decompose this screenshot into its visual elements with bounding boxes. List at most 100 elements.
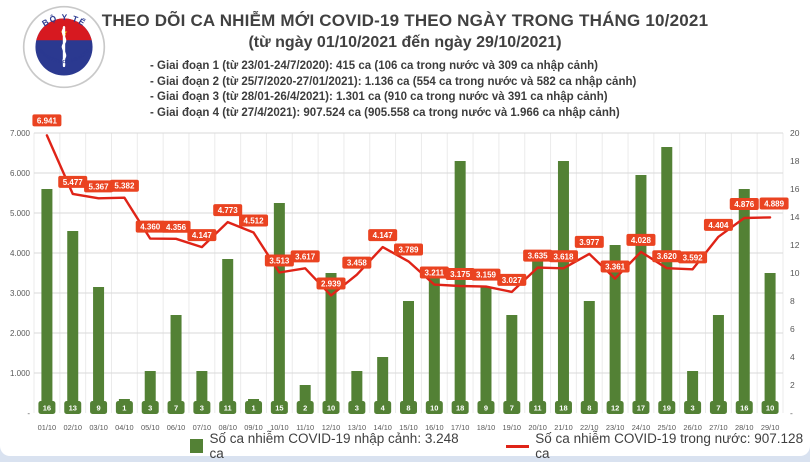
chart-subtitle: (từ ngày 01/10/2021 đến ngày 29/10/2021)	[248, 34, 562, 51]
bar-value-callout	[503, 401, 521, 414]
bar-08/10	[222, 259, 234, 413]
bar-value-label: 9	[96, 404, 100, 413]
bar-05/10	[144, 371, 156, 413]
bar-value-label: 12	[611, 404, 619, 413]
line-value-callout	[135, 220, 165, 233]
legend-item-domestic: Số ca nhiễm COVID-19 trong nước: 907.128…	[506, 431, 810, 461]
chart-title: THEO DÕI CA NHIỄM MỚI COVID-19 THEO NGÀY…	[101, 11, 709, 30]
line-value-callout	[626, 233, 656, 246]
line-value-callout	[109, 179, 139, 192]
bar-value-label: 18	[559, 404, 567, 413]
left-axis-tick-label: 2.000	[10, 329, 31, 338]
x-axis-date-label: 10/10	[270, 423, 289, 432]
bar-value-label: 8	[406, 404, 410, 413]
bar-value-callout	[606, 401, 624, 414]
bar-value-label: 4	[381, 404, 386, 413]
bar-value-label: 7	[716, 404, 720, 413]
line-value-callout	[58, 175, 88, 188]
bar-18/10	[480, 287, 492, 413]
bar-value-label: 3	[355, 404, 359, 413]
x-axis-date-label: 01/10	[38, 423, 57, 432]
line-value-label: 4.356	[166, 223, 187, 232]
line-value-label: 4.147	[192, 231, 213, 240]
left-axis-tick-label: 4.000	[10, 249, 31, 258]
bar-value-callout	[735, 401, 753, 414]
line-value-callout	[316, 277, 346, 290]
line-value-callout	[652, 250, 682, 263]
bar-value-callout	[658, 401, 676, 414]
right-axis-tick-label: 16	[790, 184, 800, 194]
bar-value-callout	[141, 401, 159, 414]
line-value-callout	[264, 254, 294, 267]
line-value-callout	[419, 266, 449, 279]
line-value-callout	[239, 214, 269, 227]
x-axis-date-label: 24/10	[632, 423, 651, 432]
bar-value-callout	[219, 401, 237, 414]
bar-21/10	[557, 161, 569, 413]
bar-15/10	[403, 301, 414, 413]
bar-value-callout	[632, 401, 650, 414]
line-value-callout	[213, 204, 243, 217]
bar-25/10	[661, 147, 673, 413]
phase-line-4: - Giai đoạn 4 (từ 27/4/2021): 907.524 ca…	[150, 106, 620, 119]
bar-value-callout	[554, 401, 572, 414]
phase-line-3: - Giai đoạn 3 (từ 28/01-26/4/2021): 1.30…	[150, 91, 608, 104]
logo-snake-icon	[61, 27, 67, 67]
bar-value-label: 7	[510, 404, 514, 413]
line-value-label: 3.592	[683, 253, 704, 262]
right-axis-tick-label: 18	[790, 156, 800, 166]
x-axis-date-label: 13/10	[348, 423, 367, 432]
bar-value-label: 18	[456, 404, 464, 413]
bar-12/10	[325, 273, 337, 413]
line-value-label: 3.159	[476, 271, 497, 280]
line-value-label: 3.620	[657, 252, 678, 261]
bar-13/10	[351, 371, 363, 413]
line-value-label: 4.028	[631, 236, 652, 245]
phase-line-1: - Giai đoạn 1 (từ 23/01-24/7/2020): 415 …	[150, 60, 598, 72]
x-axis-date-label: 23/10	[606, 423, 625, 432]
line-value-callout	[290, 250, 320, 263]
x-axis-date-label: 17/10	[451, 423, 470, 432]
line-value-label: 3.789	[398, 245, 419, 254]
phase-line-2: - Giai đoạn 2 (từ 25/7/2020-27/01/2021):…	[150, 75, 637, 88]
bar-value-label: 7	[174, 404, 178, 413]
x-axis-date-label: 28/10	[735, 423, 754, 432]
bar-26/10	[687, 371, 699, 413]
bar-value-callout	[425, 401, 443, 414]
ministry-of-health-logo-icon: BỘ Y TẾ MINISTRY OF HEALTH	[22, 5, 106, 89]
bar-value-callout	[296, 401, 314, 414]
bar-value-label: 15	[275, 404, 283, 413]
line-value-callout	[574, 235, 604, 248]
legend-line-swatch-icon	[506, 444, 530, 448]
line-value-label: 4.404	[708, 221, 729, 230]
x-axis-date-label: 26/10	[683, 423, 702, 432]
line-value-label: 2.939	[321, 279, 342, 288]
bar-14/10	[377, 357, 389, 413]
x-axis-date-label: 27/10	[709, 423, 728, 432]
x-axis-date-label: 21/10	[554, 423, 573, 432]
bar-value-label: 10	[327, 404, 335, 413]
covid-combo-chart: 1.000 2.000 3.000 4.000 5.000 6.000 7.000 - 2 4 6 8…	[10, 114, 800, 432]
left-axis-tick-label: 1.000	[10, 369, 31, 378]
bar-value-label: 8	[587, 404, 591, 413]
left-axis-tick-label: 3.000	[10, 289, 31, 298]
left-axis-tick-label: 5.000	[10, 209, 31, 218]
left-axis-tick-label: 7.000	[10, 129, 31, 138]
bar-value-callout	[477, 401, 495, 414]
bar-22/10	[583, 301, 595, 413]
line-value-callout	[729, 197, 759, 210]
bar-value-callout	[270, 401, 288, 414]
line-value-label: 5.382	[114, 182, 135, 191]
x-axis-date-label: 20/10	[528, 423, 547, 432]
left-axis-tick-label: 6.000	[10, 169, 31, 178]
bar-03/10	[93, 287, 105, 413]
line-value-callout	[161, 220, 191, 233]
line-value-callout	[445, 268, 475, 280]
line-value-callout	[368, 229, 398, 242]
bar-value-label: 16	[740, 404, 748, 413]
bar-value-label: 10	[766, 404, 774, 413]
line-value-label: 4.773	[218, 206, 239, 215]
right-axis-tick-label: 4	[790, 352, 795, 362]
line-value-callout	[703, 218, 733, 231]
bar-value-label: 19	[663, 404, 671, 413]
